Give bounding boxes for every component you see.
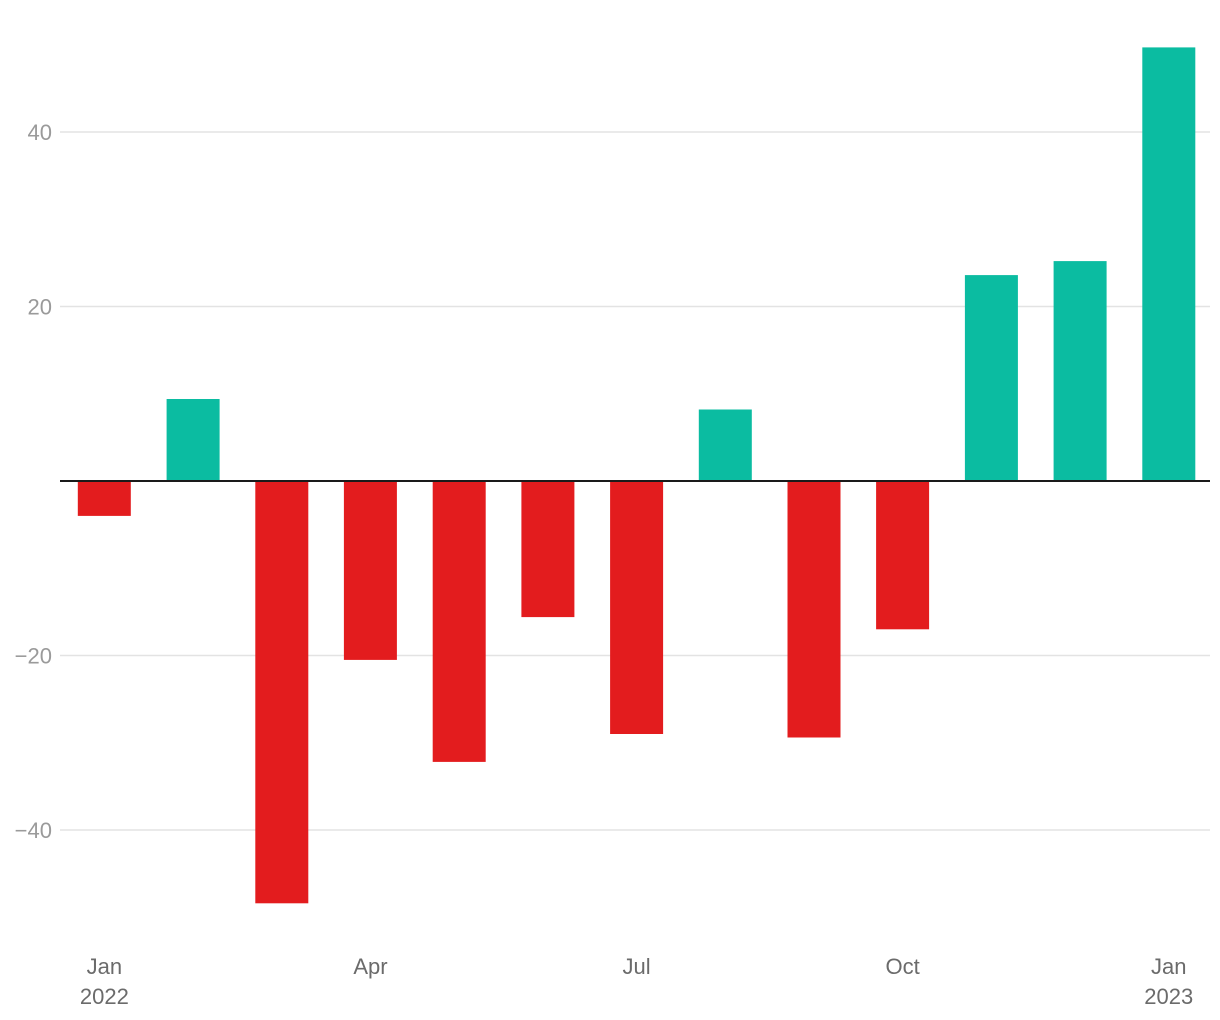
bar (77, 481, 131, 516)
x-tick-label: Jul (622, 954, 650, 979)
bar (432, 481, 486, 762)
y-tick-label: 40 (28, 120, 52, 145)
bar (876, 481, 930, 630)
x-tick-year-label: 2022 (80, 984, 129, 1009)
bar (1142, 47, 1196, 482)
y-axis-labels: 40 20 −20 −40 (15, 120, 52, 843)
y-tick-label: −20 (15, 644, 52, 669)
bar (343, 481, 397, 660)
x-tick-label: Jan (1151, 954, 1186, 979)
y-tick-label: −40 (15, 818, 52, 843)
bar (610, 481, 664, 734)
bars (77, 47, 1196, 904)
x-tick-label: Apr (353, 954, 387, 979)
bar (166, 399, 220, 481)
x-tick-year-label: 2023 (1144, 984, 1193, 1009)
y-tick-label: 20 (28, 295, 52, 320)
bar (964, 275, 1018, 481)
x-axis-labels: Jan 2022 Apr Jul Oct Jan 2023 (80, 954, 1193, 1009)
bar (255, 481, 309, 904)
bar (521, 481, 575, 618)
bar (1053, 261, 1107, 481)
x-tick-label: Oct (886, 954, 920, 979)
bar (698, 409, 752, 481)
x-tick-label: Jan (87, 954, 122, 979)
bar (787, 481, 841, 738)
